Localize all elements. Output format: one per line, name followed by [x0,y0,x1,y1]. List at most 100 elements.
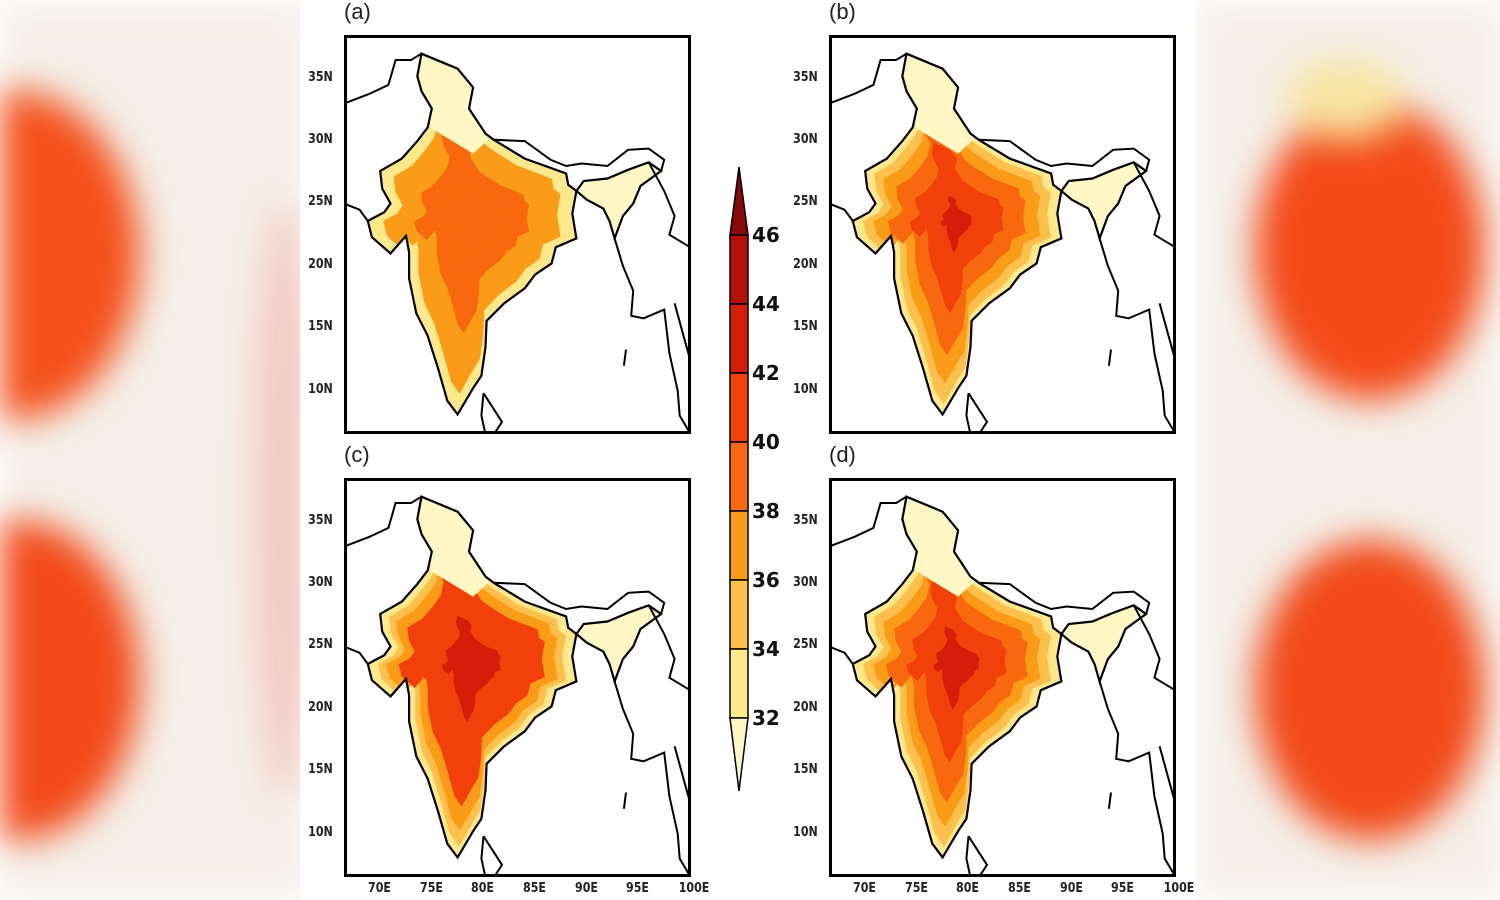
lat-tick-label: 30N [793,575,818,591]
lon-tick-label: 95E [1111,881,1135,896]
lat-tick-label: 20N [793,256,818,272]
lon-tick-label: 75E [419,881,443,896]
lat-tick-label: 15N [308,319,333,335]
lat-tick-label: 10N [308,381,333,397]
country-border [967,835,989,877]
country-border [1158,303,1176,360]
lat-tick-label: 15N [793,319,818,335]
country-border [647,161,691,249]
country-border [829,645,854,665]
northeast-region [1061,605,1147,682]
country-border [1107,792,1112,809]
blurred-background-left [0,0,310,900]
country-border [480,836,487,877]
colorbar-tick-label: 36 [752,568,780,592]
temperature-band [438,165,505,287]
colorbar-arrow-bottom [729,717,749,792]
country-border [965,836,972,877]
country-border [493,581,666,615]
temperature-band [940,195,972,253]
colorbar [729,166,749,792]
panel-label: (a) [344,0,371,24]
colorbar-tick-label: 42 [752,361,780,385]
country-border [1098,681,1176,877]
country-border [1132,161,1176,249]
country-border [647,604,691,692]
country-border [482,835,504,877]
country-border [673,303,691,360]
country-border [673,746,691,803]
temperature-map-panel [344,35,691,434]
lat-tick-label: 10N [793,824,818,840]
temperature-map-panel [829,35,1176,434]
lat-tick-label: 15N [308,762,333,778]
lat-tick-label: 25N [308,637,333,653]
lon-tick-label: 95E [626,881,650,896]
country-border [613,238,691,434]
lat-tick-label: 20N [308,256,333,272]
country-border [829,52,908,105]
northeast-region [576,605,662,682]
country-border [1098,238,1176,434]
country-border [978,138,1151,172]
lat-tick-label: 10N [793,381,818,397]
lat-tick-label: 25N [308,194,333,210]
colorbar-tick-label: 40 [752,430,780,454]
lon-tick-label: 75E [904,881,928,896]
lat-tick-label: 25N [793,194,818,210]
colorbar-segment [729,441,749,512]
blurred-background-right [1195,0,1500,900]
lat-tick-label: 35N [308,512,333,528]
northeast-region [576,162,662,239]
country-border [622,792,627,809]
colorbar-arrow-top [729,166,749,236]
lon-tick-label: 85E [523,881,547,896]
lat-tick-label: 30N [308,132,333,148]
temperature-map-panel [829,478,1176,877]
lon-tick-label: 90E [1059,881,1083,896]
country-border [480,393,487,434]
country-border [493,138,666,172]
lon-tick-label: 70E [368,881,392,896]
lat-tick-label: 30N [308,575,333,591]
temperature-band [442,615,501,722]
country-border [1107,349,1112,366]
colorbar-segment [729,234,749,305]
lat-tick-label: 25N [793,637,818,653]
colorbar-tick-label: 46 [752,223,780,247]
temperature-band [933,626,980,710]
colorbar-segment [729,372,749,443]
panel-label: (b) [829,0,856,24]
lat-tick-label: 35N [793,512,818,528]
colorbar-tick-label: 44 [752,292,780,316]
panel-label: (c) [344,442,370,467]
northeast-region [1061,162,1147,239]
lat-tick-label: 10N [308,824,333,840]
country-border [829,202,854,222]
country-border [613,681,691,877]
lat-tick-label: 35N [793,69,818,85]
country-border [622,349,627,366]
country-border [978,581,1151,615]
lat-tick-label: 30N [793,132,818,148]
country-border [965,393,972,434]
colorbar-tick-label: 38 [752,499,780,523]
country-border [344,202,369,222]
lon-tick-label: 85E [1008,881,1032,896]
country-border [829,495,908,548]
lon-tick-label: 70E [853,881,877,896]
lon-tick-label: 100E [678,881,710,896]
country-border [967,392,989,434]
colorbar-segment [729,510,749,581]
colorbar-tick-label: 32 [752,706,780,730]
country-border [1158,746,1176,803]
lat-tick-label: 15N [793,762,818,778]
colorbar-segment [729,648,749,719]
country-border [344,495,423,548]
colorbar-tick-label: 34 [752,637,780,661]
lat-tick-label: 35N [308,69,333,85]
lon-tick-label: 80E [471,881,495,896]
lon-tick-label: 100E [1163,881,1195,896]
lat-tick-label: 20N [308,699,333,715]
country-border [482,392,504,434]
